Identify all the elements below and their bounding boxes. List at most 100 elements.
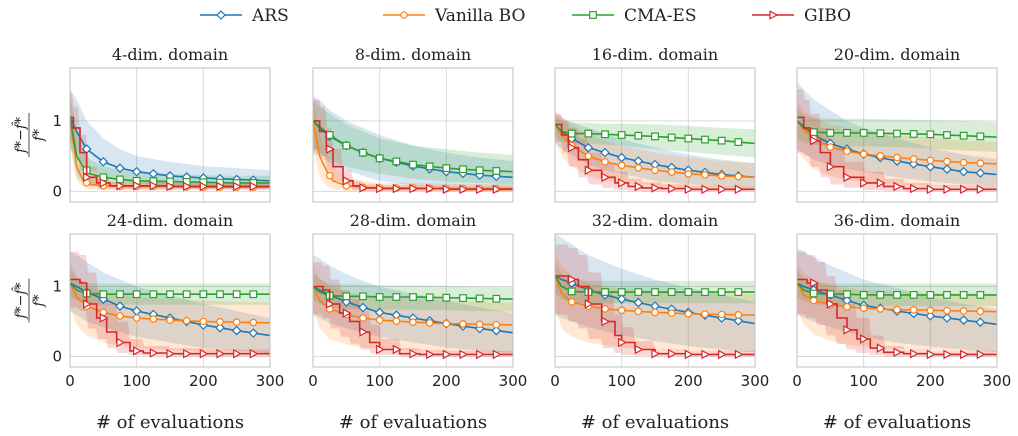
- x-axis-label: # of evaluations: [823, 412, 971, 433]
- point-gibo: [183, 348, 192, 359]
- point-gibo: [584, 299, 594, 309]
- x-tick-label: 200: [674, 372, 703, 390]
- point-gibo: [99, 178, 109, 188]
- point-ars: [975, 317, 986, 328]
- markers-gibo: [326, 299, 502, 360]
- point-ars: [358, 302, 368, 313]
- point-cma-es: [976, 132, 985, 141]
- panel-title: 32-dim. domain: [592, 211, 718, 230]
- point-vanilla-bo: [325, 171, 334, 180]
- x-tick-label: 100: [607, 372, 636, 390]
- panel-2: 8-dim. domain: [312, 45, 514, 203]
- point-gibo: [459, 184, 469, 195]
- point-cma-es: [342, 292, 351, 301]
- point-gibo: [734, 184, 744, 195]
- panel-title: 24-dim. domain: [107, 211, 233, 230]
- point-vanilla-bo: [976, 307, 985, 316]
- point-gibo: [668, 183, 677, 194]
- point-vanilla-bo: [249, 318, 258, 327]
- point-cma-es: [116, 175, 124, 184]
- legend-marker: [216, 10, 226, 20]
- x-tick-label: 0: [308, 372, 318, 390]
- point-cma-es: [132, 290, 141, 299]
- point-gibo: [718, 184, 727, 195]
- x-tick-label: 300: [741, 372, 770, 390]
- point-vanilla-bo: [843, 302, 851, 311]
- point-gibo: [843, 325, 853, 335]
- legend-item-cma-es: CMA-ES: [572, 6, 697, 26]
- band-gibo: [555, 113, 755, 192]
- point-gibo: [133, 346, 142, 356]
- plot-area: [70, 251, 270, 359]
- point-ars: [942, 313, 952, 323]
- line-gibo: [70, 116, 270, 188]
- point-cma-es: [634, 131, 643, 140]
- x-tick-label: 200: [432, 372, 461, 390]
- panel-4: 20-dim. domain: [796, 45, 998, 203]
- point-vanilla-bo: [601, 158, 609, 166]
- point-gibo: [166, 181, 176, 192]
- markers-gibo: [810, 135, 986, 195]
- point-vanilla-bo: [425, 319, 434, 327]
- point-cma-es: [584, 129, 593, 138]
- point-gibo: [960, 349, 969, 360]
- point-gibo: [376, 344, 385, 355]
- point-cma-es: [375, 293, 384, 301]
- point-cma-es: [943, 131, 951, 139]
- point-cma-es: [425, 162, 434, 171]
- point-ars: [958, 166, 969, 177]
- point-cma-es: [325, 131, 334, 139]
- point-ars: [215, 322, 225, 333]
- y-axis-label: f*−f̂* f*: [11, 278, 47, 323]
- legend-item-vanilla-bo: Vanilla BO: [383, 6, 525, 26]
- point-gibo: [149, 348, 159, 358]
- plot-area: [313, 96, 513, 195]
- x-tick-label: 300: [256, 372, 285, 390]
- point-vanilla-bo: [909, 306, 918, 314]
- point-gibo: [342, 308, 352, 318]
- point-gibo: [910, 348, 919, 359]
- line-gibo: [555, 275, 755, 356]
- markers-vanilla-bo: [809, 296, 985, 316]
- legend-marker: [400, 11, 408, 19]
- point-gibo: [249, 181, 259, 192]
- point-vanilla-bo: [475, 320, 484, 329]
- plot-area: [797, 82, 997, 195]
- panel-title: 16-dim. domain: [592, 45, 718, 64]
- point-cma-es: [976, 291, 985, 299]
- point-cma-es: [734, 288, 743, 296]
- point-gibo: [183, 181, 192, 192]
- point-gibo: [376, 183, 385, 194]
- point-ars: [231, 325, 242, 336]
- point-vanilla-bo: [826, 143, 835, 151]
- point-gibo: [492, 349, 502, 360]
- point-gibo: [876, 343, 886, 353]
- point-vanilla-bo: [893, 153, 901, 162]
- point-cma-es: [651, 288, 659, 296]
- point-cma-es: [475, 294, 484, 303]
- point-vanilla-bo: [166, 316, 174, 324]
- point-gibo: [83, 299, 92, 309]
- point-vanilla-bo: [943, 306, 951, 315]
- point-gibo: [392, 183, 402, 194]
- point-gibo: [459, 349, 469, 360]
- point-cma-es: [617, 131, 626, 139]
- point-vanilla-bo: [734, 172, 743, 181]
- point-gibo: [943, 349, 953, 360]
- point-gibo: [634, 344, 644, 355]
- point-vanilla-bo: [634, 307, 643, 316]
- point-cma-es: [826, 290, 835, 299]
- point-cma-es: [375, 154, 384, 163]
- point-cma-es: [634, 288, 643, 296]
- point-gibo: [409, 183, 419, 194]
- x-axis-label: # of evaluations: [96, 412, 244, 433]
- point-vanilla-bo: [717, 172, 726, 180]
- point-gibo: [166, 348, 176, 359]
- point-vanilla-bo: [492, 320, 501, 329]
- point-cma-es: [409, 293, 417, 301]
- point-cma-es: [442, 164, 451, 173]
- legend: ARS Vanilla BO CMA-ES GIBO: [200, 6, 851, 26]
- point-gibo: [893, 181, 903, 192]
- point-vanilla-bo: [116, 312, 124, 320]
- point-cma-es: [909, 291, 918, 299]
